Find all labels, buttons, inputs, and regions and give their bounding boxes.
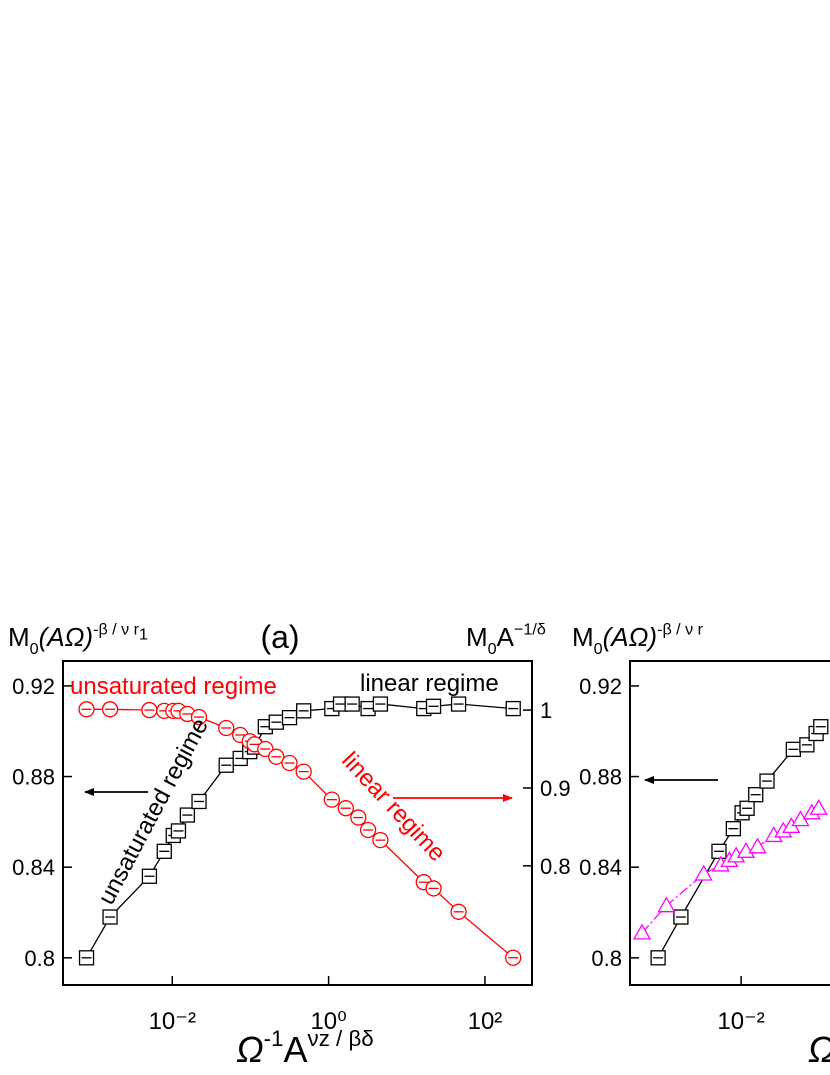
- label-part: (AΩ): [603, 622, 657, 652]
- y-tick-label: 0.8: [591, 946, 622, 971]
- label-part: (AΩ): [39, 622, 93, 652]
- label-part: A: [497, 622, 515, 652]
- y-axis-label: M0(AΩ)-β / ν r1: [8, 620, 148, 658]
- label-part: -1: [264, 1026, 284, 1051]
- y-tick-label: 0.84: [579, 855, 622, 880]
- plot-frame: [62, 660, 533, 986]
- marker: [736, 842, 756, 858]
- label-part: Ω: [808, 1029, 830, 1070]
- x-axis-label: Ω-1Aνz / βδ: [236, 1026, 373, 1070]
- label-part: 0: [594, 640, 603, 658]
- x-tick-label: 10⁻²: [717, 1008, 764, 1035]
- y-tick-label: 0.88: [579, 765, 622, 790]
- y-axis-label: M0(AΩ)-β / ν r: [572, 620, 704, 658]
- x-tick-label: 10²: [468, 1008, 503, 1035]
- label-part: M: [8, 622, 30, 652]
- label-part: -β / ν r: [657, 620, 704, 638]
- x-axis-label: Ω: [808, 1029, 830, 1070]
- y2-tick-label: 1: [540, 698, 552, 723]
- annotation: unsaturated regime: [70, 673, 277, 700]
- plot-frame: [629, 660, 830, 986]
- label-part: 0: [488, 640, 497, 658]
- label-part: A: [284, 1029, 308, 1070]
- label-part: Ω: [236, 1029, 263, 1070]
- y-tick-label: 0.92: [12, 674, 55, 699]
- x-tick-label: 10⁰: [310, 1008, 346, 1035]
- chart-title: (a): [260, 619, 299, 655]
- marker: [632, 923, 652, 940]
- marker: [809, 798, 828, 815]
- label-part: -β / ν r: [93, 620, 140, 638]
- label-part: 1: [139, 626, 148, 644]
- annotation: linear regime: [360, 670, 499, 697]
- y-tick-label: 0.92: [579, 674, 622, 699]
- marker: [657, 896, 676, 913]
- y-tick-label: 0.8: [24, 946, 55, 971]
- label-part: νz / βδ: [308, 1026, 374, 1051]
- y2-axis-label: M0A−1/δ: [466, 620, 546, 658]
- label-part: −1/δ: [514, 620, 546, 638]
- y2-tick-label: 0.8: [540, 854, 571, 879]
- y-tick-label: 0.84: [12, 855, 55, 880]
- y2-tick-label: 0.9: [540, 776, 571, 801]
- label-part: M: [466, 622, 488, 652]
- marker: [694, 864, 713, 881]
- x-tick-label: 10⁻²: [149, 1008, 196, 1035]
- label-part: 0: [30, 640, 39, 658]
- marker: [748, 837, 767, 854]
- label-part: M: [572, 622, 594, 652]
- y-tick-label: 0.88: [12, 765, 55, 790]
